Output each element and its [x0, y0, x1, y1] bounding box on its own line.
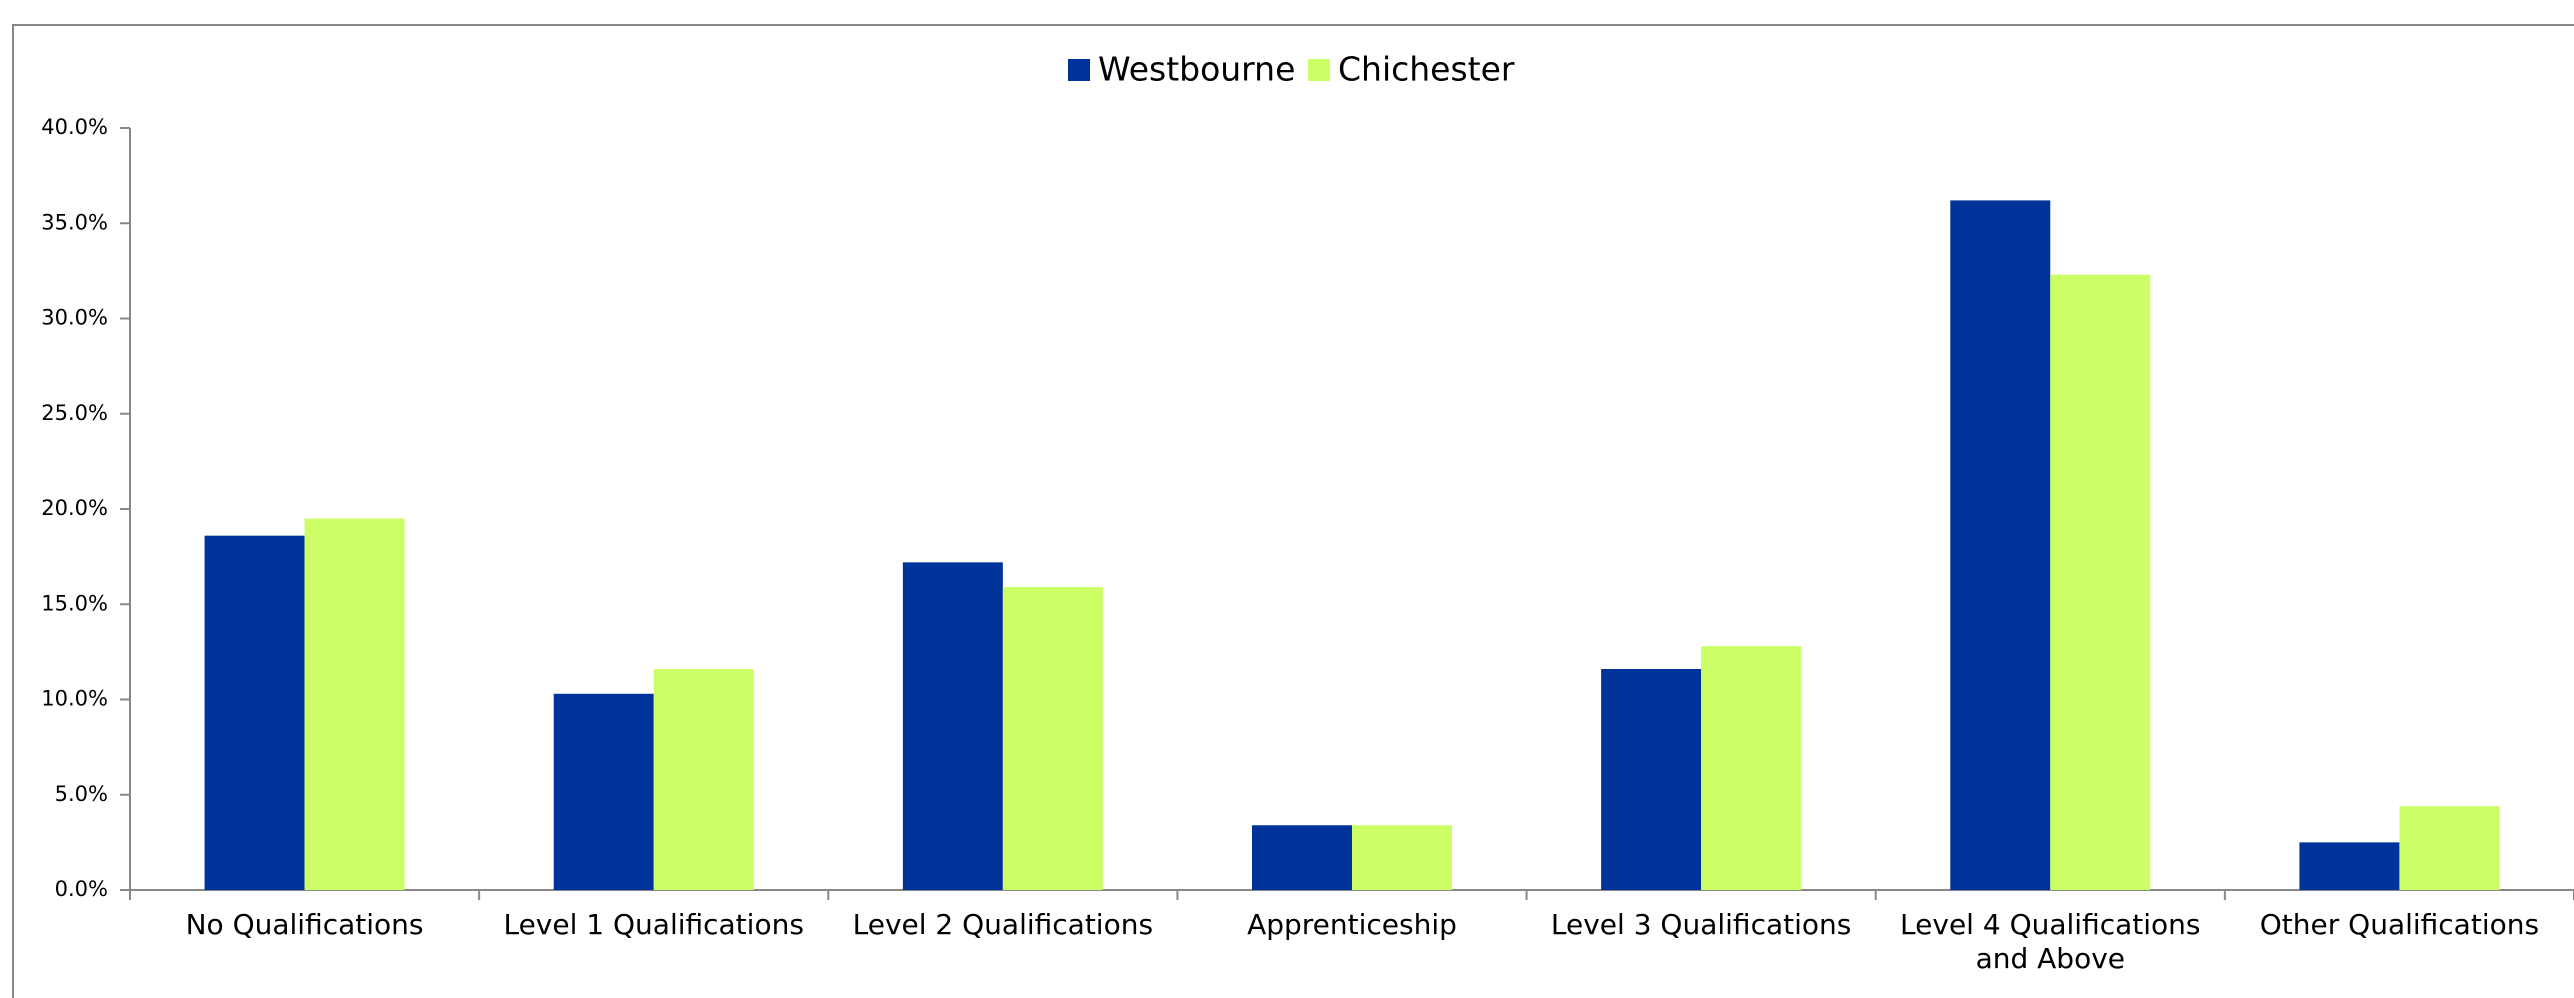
- bar: [1701, 646, 1802, 890]
- legend-swatch: [1068, 59, 1090, 81]
- x-tick-label: Level 3 Qualifications: [1550, 908, 1852, 941]
- chart-frame: [12, 24, 2574, 998]
- legend-label: Westbourne: [1098, 50, 1295, 89]
- y-tick-label: 35.0%: [41, 210, 108, 234]
- y-tick-label: 30.0%: [41, 306, 108, 330]
- x-tick-label: Apprenticeship: [1247, 908, 1457, 941]
- bar: [304, 518, 405, 890]
- x-tick-label: Level 2 Qualifications: [852, 908, 1154, 941]
- y-tick-label: 40.0%: [41, 115, 108, 139]
- legend-label: Chichester: [1338, 50, 1515, 89]
- bar: [1352, 825, 1452, 890]
- y-tick-label: 10.0%: [41, 687, 108, 711]
- y-tick-label: 20.0%: [41, 496, 108, 520]
- bar: [553, 693, 654, 890]
- legend-swatch: [1308, 59, 1330, 81]
- bar: [653, 669, 754, 890]
- bar: [1950, 200, 2051, 890]
- bar: [2050, 274, 2151, 890]
- bar: [2299, 842, 2400, 890]
- bar: [1601, 669, 1702, 890]
- bar: [1252, 825, 1352, 890]
- bar: [204, 535, 305, 890]
- y-tick-label: 15.0%: [41, 591, 108, 615]
- x-tick-label: Level 1 Qualifications: [503, 908, 804, 941]
- bar: [902, 562, 1003, 890]
- y-tick-label: 25.0%: [41, 401, 108, 425]
- x-tick-label: No Qualifications: [185, 908, 424, 941]
- x-tick-label: Other Qualifications: [2259, 908, 2540, 941]
- y-tick-label: 0.0%: [55, 877, 108, 901]
- y-tick-label: 5.0%: [55, 782, 108, 806]
- bar: [2399, 806, 2500, 890]
- x-tick-label: Level 4 Qualifications and Above: [1900, 908, 2201, 975]
- bar: [1002, 587, 1103, 890]
